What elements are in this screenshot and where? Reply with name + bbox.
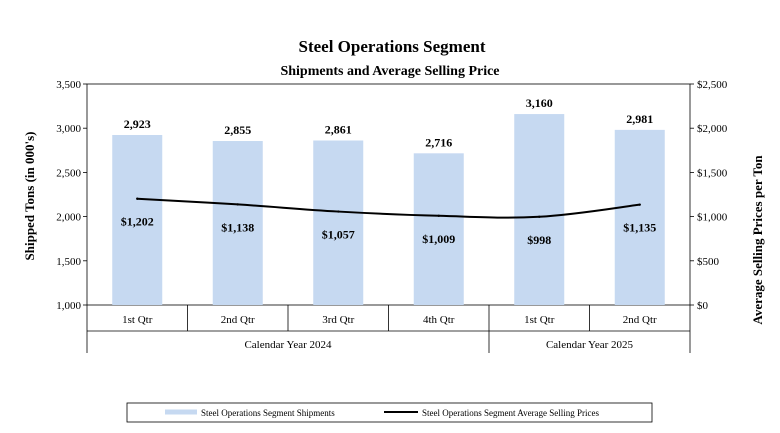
- y2-tick-label: $1,500: [697, 167, 728, 179]
- y-tick-label: 2,500: [56, 167, 81, 179]
- y-tick-label: 2,000: [56, 212, 81, 224]
- price-value-label: $1,135: [623, 221, 656, 235]
- price-point: [236, 203, 239, 206]
- bar-value-label: 3,160: [526, 96, 553, 110]
- x-category-label: 2nd Qtr: [221, 314, 255, 326]
- price-value-label: $1,202: [121, 215, 154, 229]
- legend-bar-swatch: [165, 409, 197, 415]
- bar-value-label: 2,923: [124, 117, 151, 131]
- x-category-label: 1st Qtr: [122, 314, 153, 326]
- price-line: [137, 197, 640, 219]
- price-point: [337, 210, 340, 213]
- bar-shipments: [212, 141, 263, 305]
- x-group-label: Calendar Year 2024: [244, 339, 332, 351]
- price-point: [538, 215, 541, 218]
- y2-tick-label: $500: [697, 256, 720, 268]
- bar-shipments: [614, 129, 665, 305]
- y2-tick-label: $2,000: [697, 123, 728, 135]
- bar-shipments: [112, 135, 163, 305]
- price-value-label: $1,138: [221, 220, 254, 234]
- price-point: [136, 197, 139, 200]
- chart-title: Steel Operations Segment: [299, 37, 486, 56]
- bar-value-label: 2,855: [224, 123, 251, 137]
- plot-area: [86, 83, 691, 306]
- bar-value-label: 2,861: [325, 122, 352, 136]
- bar-shipments: [313, 140, 364, 305]
- chart-subtitle: Shipments and Average Selling Price: [280, 64, 499, 79]
- price-value-label: $1,057: [322, 228, 355, 242]
- y-tick-label: 1,500: [56, 256, 81, 268]
- bar-shipments: [413, 153, 464, 305]
- x-category-label: 3rd Qtr: [322, 314, 354, 326]
- price-point: [638, 203, 641, 206]
- y-tick-label: 3,500: [56, 79, 81, 91]
- y-tick-label: 3,000: [56, 123, 81, 135]
- price-point: [437, 214, 440, 218]
- price-value-label: $998: [527, 233, 551, 247]
- legend-bar-label: Steel Operations Segment Shipments: [201, 408, 335, 418]
- legend-line-label: Steel Operations Segment Average Selling…: [422, 408, 600, 418]
- y-axis-title: Shipped Tons (in 000's): [22, 132, 37, 261]
- y2-axis-title: Average Selling Prices per Ton: [750, 155, 765, 325]
- y2-tick-label: $1,000: [697, 212, 728, 224]
- y2-tick-label: $0: [697, 300, 709, 312]
- x-category-label: 2nd Qtr: [623, 314, 657, 326]
- y-tick-label: 1,000: [56, 300, 81, 312]
- bar-shipments: [514, 114, 565, 305]
- price-value-label: $1,009: [422, 232, 455, 246]
- bar-value-label: 2,716: [425, 135, 452, 149]
- bar-value-label: 2,981: [626, 112, 653, 126]
- y2-tick-label: $2,500: [697, 79, 728, 91]
- legend: Steel Operations Segment Shipments Steel…: [126, 402, 653, 423]
- x-group-label: Calendar Year 2025: [546, 339, 634, 351]
- x-category-label: 1st Qtr: [524, 314, 555, 326]
- x-category-label: 4th Qtr: [423, 314, 455, 326]
